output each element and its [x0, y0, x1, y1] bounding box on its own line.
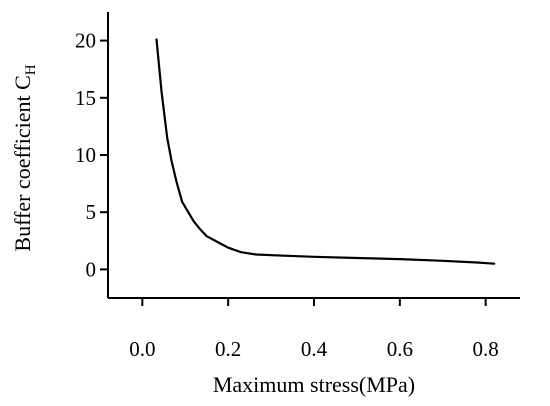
y-tick-label: 0 [86, 257, 97, 281]
series-line [155, 38, 496, 265]
y-axis-label-subscript: H [23, 64, 39, 75]
y-tick-label: 10 [75, 143, 96, 167]
x-ticks: 0.0 0.2 0.4 0.6 0.8 [129, 298, 499, 361]
x-tick-label: 0.6 [387, 337, 413, 361]
x-axis-label: Maximum stress(MPa) [213, 372, 415, 397]
y-tick-label: 15 [75, 86, 96, 110]
x-tick-label: 0.8 [473, 337, 499, 361]
y-tick-label: 20 [75, 29, 96, 53]
y-axis-label: Buffer coefficient CH [10, 64, 39, 251]
x-tick-label: 0.4 [301, 337, 328, 361]
x-tick-label: 0.2 [215, 337, 241, 361]
y-axis-label-main: Buffer coefficient C [10, 75, 35, 251]
y-tick-label: 5 [86, 200, 97, 224]
y-ticks: 0 5 10 15 20 [75, 29, 108, 281]
x-tick-label: 0.0 [129, 337, 155, 361]
